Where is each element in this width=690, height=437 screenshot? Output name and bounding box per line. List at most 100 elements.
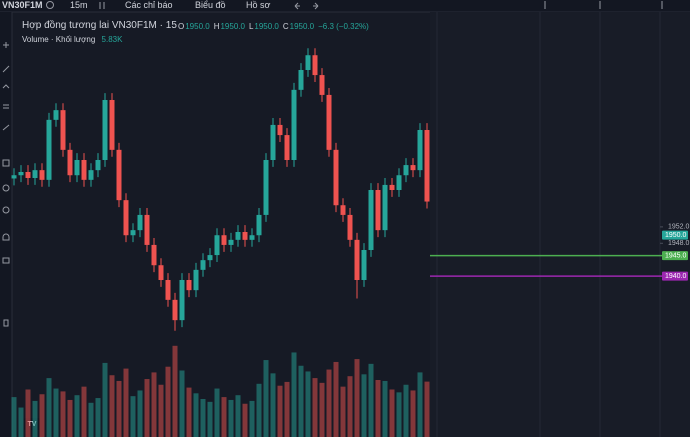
price-badge — [662, 230, 688, 240]
volume-bar — [109, 375, 115, 437]
candle-body — [319, 75, 325, 95]
candle-body — [228, 239, 234, 245]
chart-menu[interactable]: Biểu đồ — [195, 0, 226, 10]
volume-bar — [221, 397, 227, 437]
candle-body — [347, 214, 353, 240]
volume-bar — [207, 401, 213, 437]
candle-body — [214, 235, 220, 256]
volume-bar — [74, 395, 80, 437]
magnet-tool[interactable] — [2, 233, 10, 241]
candle-body — [298, 70, 304, 90]
candle-body — [32, 170, 38, 178]
trash-tool[interactable] — [3, 319, 9, 327]
price-badge — [662, 251, 688, 261]
volume-bar — [200, 399, 206, 437]
volume-bar — [284, 381, 290, 437]
volume-bar — [214, 388, 220, 437]
y2-tick-label: 1948.0 — [668, 240, 690, 247]
volume-bar — [32, 400, 38, 437]
volume-bar — [172, 345, 178, 437]
candle-body — [270, 124, 276, 160]
candle-body — [382, 184, 388, 231]
volume-bar — [270, 373, 276, 437]
candle-body — [130, 230, 136, 236]
volume-bar — [354, 359, 360, 437]
volume-bar — [137, 390, 143, 437]
symbol[interactable]: VN30F1M — [2, 0, 43, 10]
volume-bar — [319, 382, 325, 437]
price-badge — [662, 271, 688, 281]
candle-body — [340, 205, 346, 215]
volume-bar — [130, 396, 136, 437]
candle-body — [95, 160, 101, 171]
ohlc-legend: O1950.0 H1950.0 L1950.0 C1950.0 −6.3 (−0.32%… — [178, 22, 370, 31]
volume-bar — [312, 378, 318, 437]
candle-body — [263, 160, 269, 215]
volume-bar — [417, 372, 423, 437]
candle-body — [410, 165, 416, 171]
candle-body — [67, 149, 73, 176]
candle-body — [221, 235, 227, 245]
text-tool[interactable] — [2, 159, 10, 167]
volume-bar — [361, 374, 367, 437]
volume-bar — [277, 385, 283, 437]
volume-bar — [389, 389, 395, 437]
pattern-tool[interactable] — [3, 104, 9, 109]
volume-bar — [60, 391, 66, 437]
candle-body — [333, 149, 339, 206]
candle-body — [403, 165, 409, 176]
undo[interactable] — [294, 2, 300, 10]
volume-bar — [256, 383, 262, 437]
fib-tool[interactable] — [2, 84, 10, 89]
volume-bar — [95, 398, 101, 437]
candle-body — [158, 265, 164, 280]
candle-body — [277, 124, 283, 136]
volume-bar — [235, 395, 241, 437]
price-badge-label: 1940.0 — [665, 273, 687, 280]
y2-tick-label: 1952.0 — [668, 224, 690, 231]
volume-bar — [46, 378, 52, 437]
volume-bar — [193, 393, 199, 437]
volume-bar — [228, 399, 234, 437]
volume-bar — [242, 403, 248, 437]
candle-body — [25, 172, 31, 178]
candle-body — [249, 235, 255, 240]
volume-bar — [179, 370, 185, 437]
volume-bar — [102, 362, 108, 437]
legend-title: Hợp đồng tương lai VN30F1M · 15 — [22, 20, 177, 31]
candle-body — [256, 214, 262, 236]
candle-body — [81, 160, 87, 180]
candle-body — [116, 149, 122, 201]
header-icons[interactable] — [544, 1, 663, 9]
chart-type[interactable] — [99, 2, 105, 9]
candle-body — [242, 232, 248, 240]
tool-icons — [2, 1, 663, 327]
crosshair-tool[interactable] — [3, 42, 9, 48]
profile-menu[interactable]: Hồ sơ — [246, 0, 271, 10]
ohlc-key: C — [282, 22, 289, 31]
measure-tool[interactable] — [2, 184, 10, 192]
candle-body — [186, 280, 192, 291]
volume-bar — [123, 368, 129, 437]
candle-body — [18, 172, 24, 176]
volume-bar — [116, 380, 122, 437]
zoom-tool[interactable] — [2, 206, 10, 214]
volume-bar — [25, 389, 31, 437]
ohlc-key: L — [248, 22, 254, 31]
indicators[interactable]: Các chỉ báo — [125, 0, 173, 10]
brush-tool[interactable] — [2, 124, 10, 131]
candle-body — [368, 190, 374, 250]
redo[interactable] — [313, 2, 319, 10]
candle-body — [179, 280, 185, 321]
add-symbol[interactable] — [46, 1, 54, 9]
ohlc-value: 1950.0 — [185, 22, 210, 31]
line-tool[interactable] — [2, 65, 10, 73]
interval[interactable]: 15m — [70, 0, 88, 10]
volume-bar — [151, 372, 157, 437]
volume-bar — [186, 387, 192, 437]
lock-tool[interactable] — [2, 257, 10, 264]
price-badge-label: 1950.0 — [665, 232, 687, 239]
candle-body — [151, 244, 157, 266]
